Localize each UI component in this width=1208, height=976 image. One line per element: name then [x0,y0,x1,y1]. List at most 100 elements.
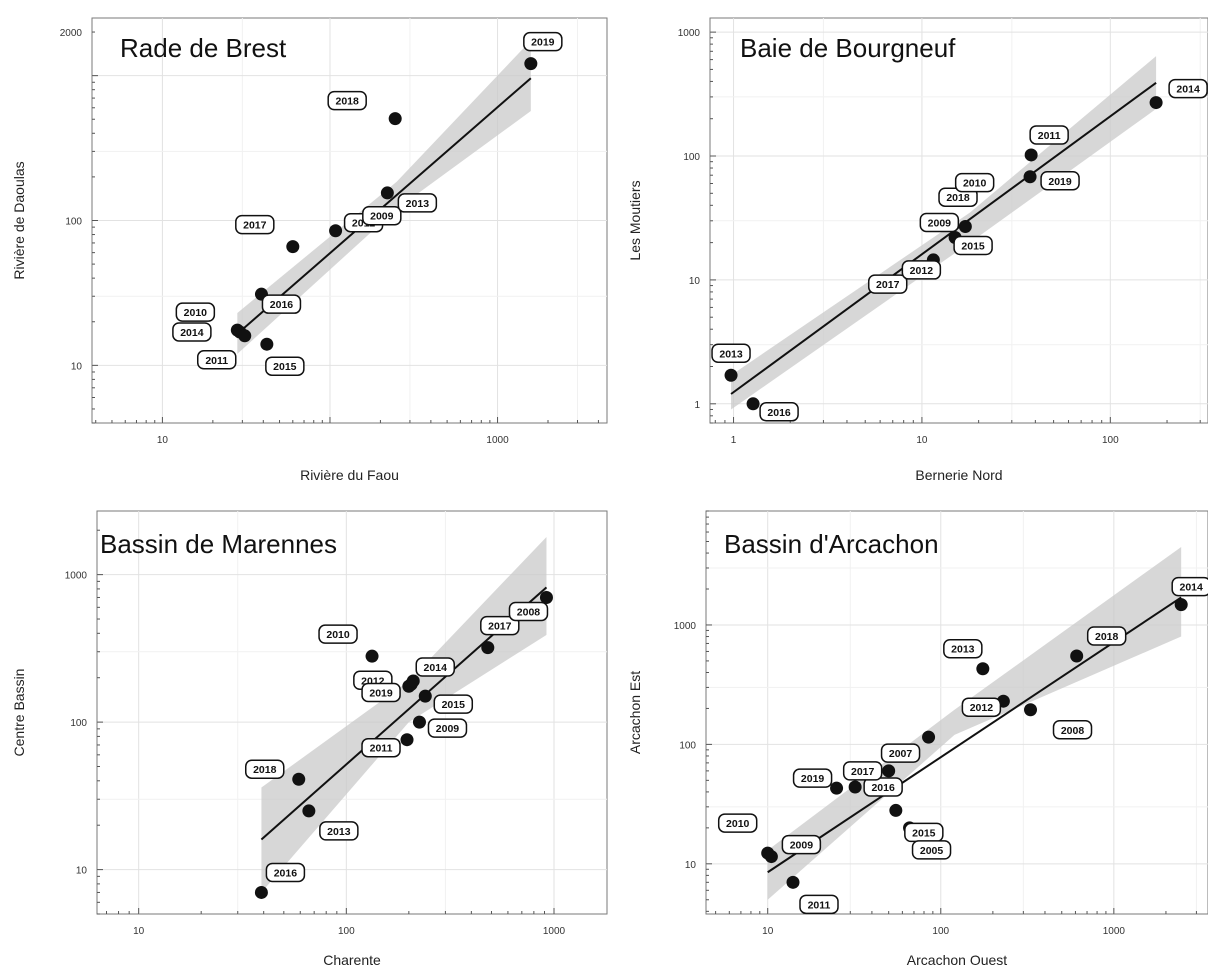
bassin-de-marennes-y-axis-title: Centre Bassin [11,669,27,757]
point-label-2014: 2014 [1168,78,1208,99]
point-label-2017: 2017 [480,615,520,636]
point-label-text: 2010 [326,629,350,641]
point-label-2013: 2013 [397,193,438,213]
x-tick-label: 10 [762,926,774,937]
point-label-text: 2014 [1176,84,1200,96]
point-label-box [1029,125,1069,145]
point-label-2011: 2011 [196,350,237,370]
panel-bassin-d-arcachon: 2010 2009 2011 2019 2016 2017 2015 2005 2007 2013… [620,490,1208,971]
point-label-box [863,777,903,797]
bassin-de-marennes-title: Bassin de Marennes [100,529,337,559]
point-label-box [175,302,216,322]
point-label-text: 2015 [273,361,297,373]
y-tick-label: 2000 [60,28,83,39]
data-point-2019 [830,781,844,795]
point-label-2018: 2018 [1086,626,1127,646]
point-label-text: 2017 [851,766,875,778]
point-label-box [427,718,468,738]
point-label-box [799,894,839,915]
data-point-2011 [400,733,414,747]
point-label-2017: 2017 [235,214,275,235]
point-label-box [361,737,401,758]
point-label-box [961,697,1002,717]
point-label-text: 2007 [889,748,913,760]
x-tick-label: 1000 [486,435,509,446]
point-label-2019: 2019 [523,31,563,52]
data-point-2017 [481,641,495,655]
point-label-text: 2019 [801,773,825,785]
point-label-box [901,260,942,280]
data-point-2012 [329,224,343,238]
point-label-2009: 2009 [781,834,822,855]
point-label-box [953,235,993,256]
point-label-text: 2018 [336,96,360,108]
point-label-2015: 2015 [904,822,944,843]
point-label-box [880,743,921,763]
point-label-text: 2014 [424,662,448,674]
bassin-d-arcachon-confidence-band [767,546,1182,900]
point-label-2019: 2019 [1040,171,1080,191]
point-label-2015: 2015 [265,356,305,376]
point-label-text: 2009 [370,211,394,223]
point-label-2008: 2008 [508,601,549,622]
data-point-2019 [524,57,538,71]
chart-baie-de-bourgneuf: 2013 2016 2017 2012 2015 2009 2018 2010 2019 2011… [627,17,1208,483]
rade-de-brest-x-axis-title: Rivière du Faou [300,467,399,483]
point-label-box [867,274,908,294]
point-label-box [261,294,302,314]
point-label-2016: 2016 [863,777,903,797]
point-label-2010: 2010 [318,624,358,644]
point-label-text: 2011 [370,743,393,755]
point-label-box [1040,171,1080,191]
point-label-text: 2011 [205,355,228,367]
baie-de-bourgneuf-confidence-band [731,56,1157,410]
y-tick-label: 10 [685,860,697,871]
point-label-2010: 2010 [717,813,758,833]
data-point-2011 [1024,148,1038,162]
point-label-2019: 2019 [361,682,401,703]
data-point-2018 [1070,649,1084,663]
point-label-2015: 2015 [433,694,474,714]
data-point-2019 [1023,170,1037,184]
point-label-box [759,402,799,422]
data-point-2010 [365,649,379,663]
point-label-box [711,343,751,364]
point-label-2014: 2014 [415,657,455,677]
data-point-2016 [254,885,268,899]
point-label-box [265,356,305,376]
point-label-text: 2014 [180,327,204,339]
baie-de-bourgneuf-y-axis-title: Les Moutiers [627,180,643,260]
point-label-2017: 2017 [842,761,883,781]
point-label-text: 2009 [790,840,814,852]
point-label-text: 2009 [436,723,460,735]
point-label-2011: 2011 [799,894,839,915]
point-label-box [361,682,401,703]
point-label-box [265,862,306,883]
point-label-2012: 2012 [901,260,942,280]
data-point-2018 [388,112,402,126]
bassin-d-arcachon-x-axis-title: Arcachon Ouest [907,952,1007,968]
chart-bassin-d-arcachon: 2010 2009 2011 2019 2016 2017 2015 2005 2007 2013… [627,510,1208,968]
x-tick-label: 1000 [1103,926,1126,937]
point-label-box [954,172,995,193]
x-tick-label: 100 [932,926,949,937]
point-label-2016: 2016 [261,294,302,314]
x-tick-label: 100 [1102,435,1119,446]
point-label-2008: 2008 [1052,720,1093,740]
point-label-box [172,322,212,342]
data-point-2013 [724,368,738,382]
panel-rade-de-brest: 2010 2014 2011 2016 2015 2017 2012 2009 2013 2018… [0,0,620,490]
point-label-text: 2017 [488,621,512,633]
baie-de-bourgneuf-title: Baie de Bourgneuf [740,33,956,63]
data-point-2009 [412,715,426,729]
point-label-box [415,657,455,677]
point-label-box [397,193,438,213]
point-label-text: 2011 [808,899,831,911]
y-tick-label: 1000 [674,621,697,632]
data-point-2016 [848,780,862,794]
point-label-box [1086,626,1127,646]
baie-de-bourgneuf-regression-line [730,81,1157,395]
point-label-text: 2018 [253,764,277,776]
point-label-box [327,90,367,111]
